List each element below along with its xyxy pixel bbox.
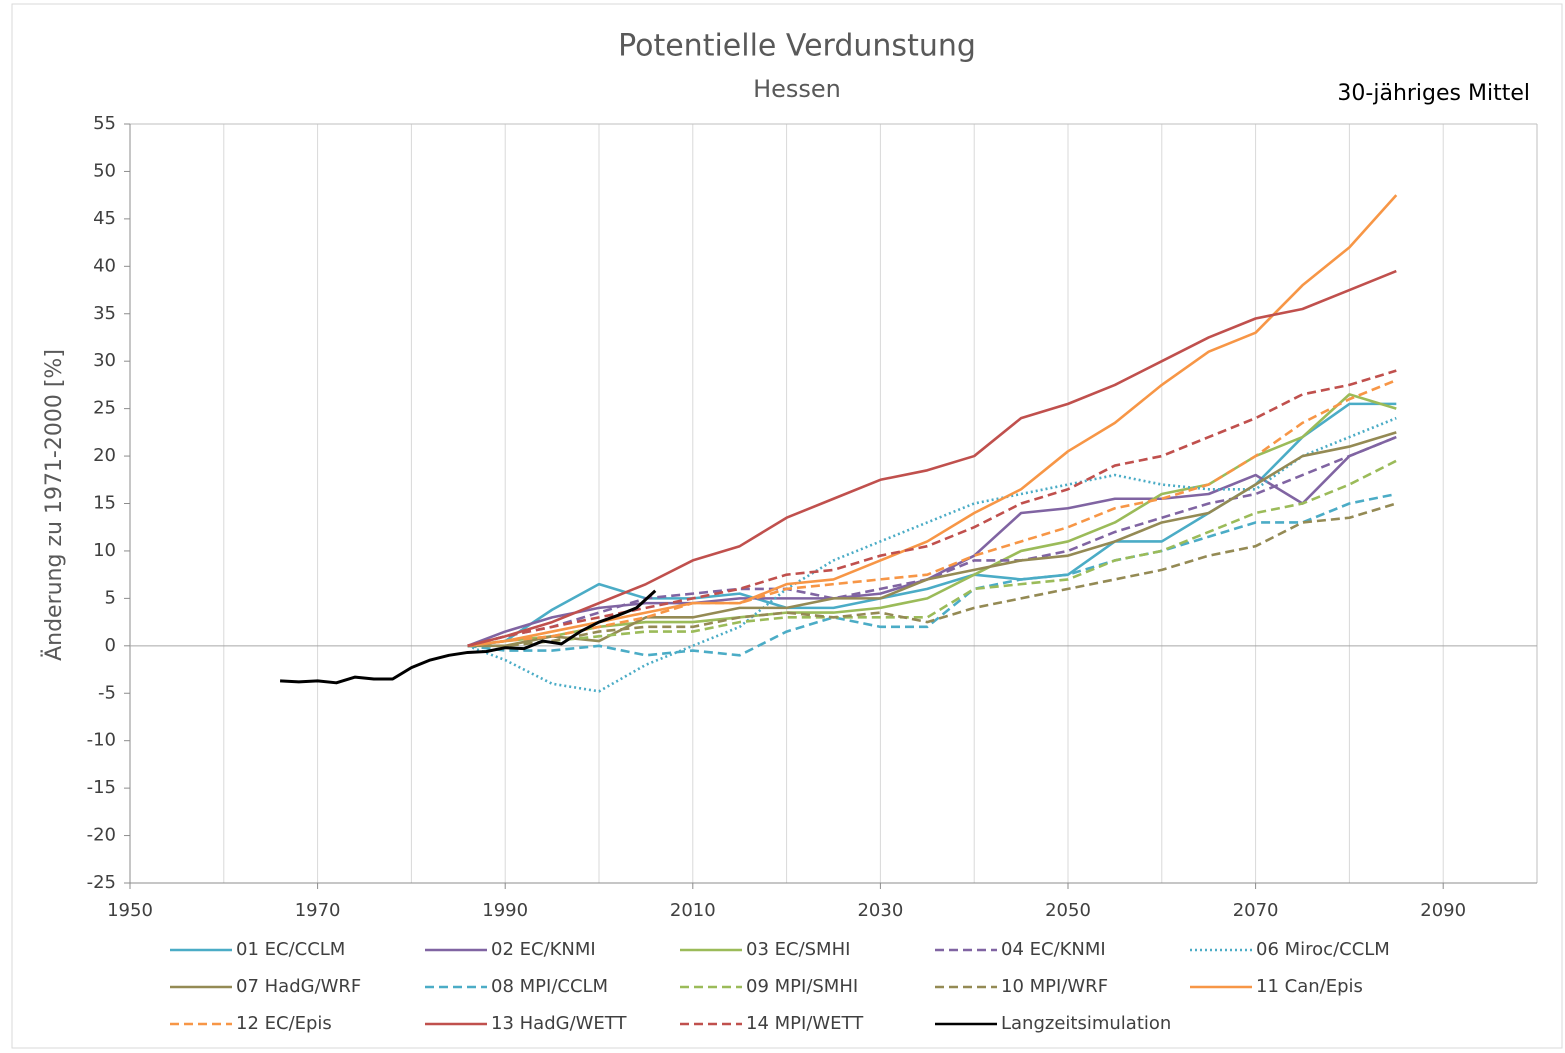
series-line [467, 194, 1398, 648]
y-axis-label: Änderung zu 1971-2000 [%] [41, 349, 67, 661]
y-tick-label: -5 [98, 682, 116, 703]
x-tick-label: 1990 [482, 900, 528, 921]
series-line [467, 416, 1397, 693]
y-tick-label: 5 [105, 587, 116, 608]
x-tick-label: 2030 [857, 900, 903, 921]
y-tick-label: 10 [93, 540, 116, 561]
y-tick-label: 30 [93, 350, 116, 371]
legend-label: 01 EC/CCLM [236, 939, 345, 960]
y-tick-label: 40 [93, 255, 116, 276]
x-tick-label: 2070 [1233, 900, 1279, 921]
chart-border [11, 3, 1563, 1049]
annotation: 30-jähriges Mittel [1337, 81, 1530, 106]
chart-title: Potentielle Verdunstung [618, 29, 976, 64]
legend-label: Langzeitsimulation [1001, 1013, 1171, 1034]
x-tick-label: 2090 [1420, 900, 1466, 921]
legend-label: 07 HadG/WRF [236, 976, 361, 997]
chart-subtitle: Hessen [753, 75, 841, 103]
y-tick-label: 20 [93, 445, 116, 466]
y-tick-label: -10 [87, 730, 116, 751]
x-tick-label: 1970 [295, 900, 341, 921]
series-line [467, 431, 1397, 648]
x-tick-label: 1950 [107, 900, 153, 921]
legend-label: 09 MPI/SMHI [746, 976, 858, 997]
series-line [467, 378, 1397, 648]
legend-label: 06 Miroc/CCLM [1256, 939, 1390, 960]
y-tick-label: -25 [87, 872, 116, 893]
legend-label: 14 MPI/WETT [746, 1013, 864, 1034]
legend-label: 11 Can/Epis [1256, 976, 1363, 997]
y-tick-label: 50 [93, 160, 116, 181]
y-tick-label: 55 [93, 113, 116, 134]
legend-label: 10 MPI/WRF [1001, 976, 1108, 997]
y-tick-label: 35 [93, 303, 116, 324]
series-line [467, 369, 1397, 648]
legend-label: 13 HadG/WETT [491, 1013, 627, 1034]
x-tick-label: 2050 [1045, 900, 1091, 921]
y-tick-label: 45 [93, 208, 116, 229]
legend-label: 03 EC/SMHI [746, 939, 850, 960]
y-tick-label: -20 [87, 825, 116, 846]
series-line [467, 269, 1397, 648]
y-tick-label: 0 [105, 635, 116, 656]
series-line [280, 589, 657, 685]
series-line [467, 502, 1397, 648]
y-tick-label: 25 [93, 398, 116, 419]
series-line [467, 492, 1397, 657]
legend-label: 04 EC/KNMI [1001, 939, 1106, 960]
y-tick-label: 15 [93, 493, 116, 514]
legend-label: 08 MPI/CCLM [491, 976, 608, 997]
legend-label: 12 EC/Epis [236, 1013, 332, 1034]
series-line [467, 459, 1397, 648]
legend-label: 02 EC/KNMI [491, 939, 596, 960]
y-tick-label: -15 [87, 777, 116, 798]
x-tick-label: 2010 [670, 900, 716, 921]
